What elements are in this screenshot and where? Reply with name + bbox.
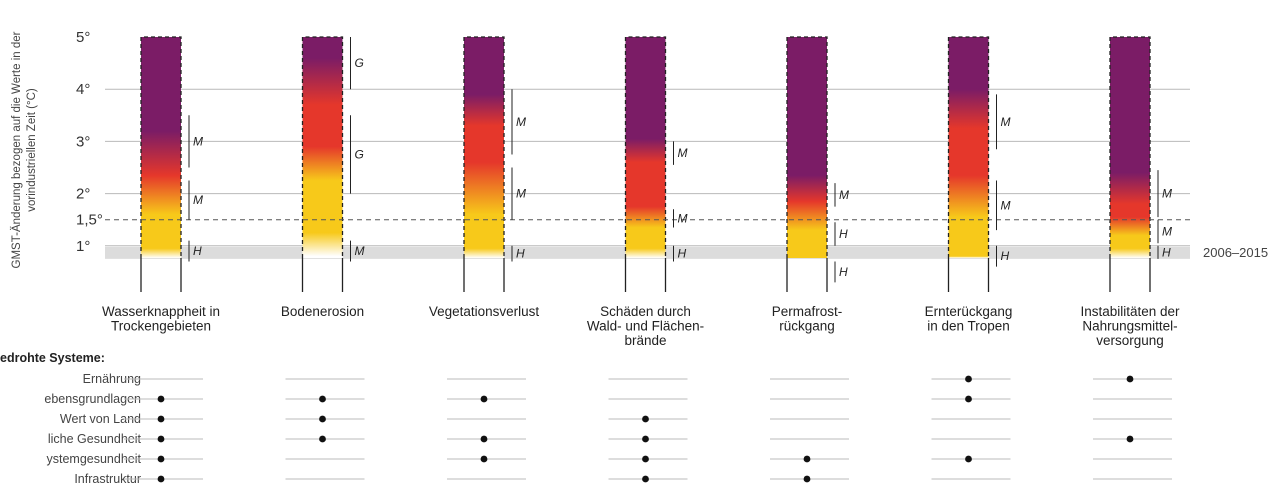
category-label: Permafrost- — [772, 304, 843, 319]
risk-bar-outline — [1109, 36, 1151, 258]
category-label: rückgang — [779, 319, 835, 334]
system-row-label: Infrastruktur — [74, 472, 141, 486]
risk-bar — [625, 37, 666, 258]
risk-bars — [140, 36, 1151, 292]
confidence-label: H — [516, 247, 525, 261]
risk-bar — [302, 37, 343, 258]
risk-bar-outline — [947, 36, 990, 258]
system-dot — [965, 455, 972, 463]
system-dot — [642, 455, 649, 463]
system-dot — [480, 395, 488, 403]
confidence-label: M — [1001, 198, 1011, 212]
category-label: Trockengebieten — [111, 319, 211, 334]
system-dot — [642, 415, 649, 423]
system-row-label: ystemgesundheit — [46, 452, 141, 466]
system-dot — [319, 415, 326, 423]
system-row-label: liche Gesundheit — [48, 432, 142, 446]
y-axis: 1° 1,5° 2° 3° 4° 5° — [76, 29, 103, 255]
system-dot — [965, 395, 972, 403]
confidence-label: M — [1162, 224, 1172, 238]
y-tick-label: 4° — [76, 81, 90, 98]
category-label: Nahrungsmittel- — [1082, 319, 1177, 334]
system-dot — [965, 375, 972, 383]
y-axis-label: GMST-Änderung bezogen auf die Werte in d… — [11, 31, 38, 268]
reference-band-label: 2006–2015 — [1203, 245, 1268, 260]
category-label: Wald- und Flächen- — [587, 319, 704, 334]
risk-bar — [1110, 37, 1150, 258]
confidence-label: M — [516, 187, 526, 201]
system-row-label: Ernährung — [83, 372, 141, 386]
category-label: Bodenerosion — [281, 304, 364, 319]
category-label: Wasserknappheit in — [102, 304, 220, 319]
risk-bar — [464, 37, 504, 258]
y-axis-label-line: GMST-Änderung bezogen auf die Werte in d… — [11, 31, 23, 268]
risk-bar — [948, 37, 989, 258]
y-tick-label: 2° — [76, 186, 90, 203]
category-label: versorgung — [1096, 333, 1164, 348]
y-tick-label: 5° — [76, 29, 90, 46]
system-dot — [1126, 375, 1134, 383]
risk-bar-outline — [301, 36, 344, 258]
systems-matrix: edrohte Systeme: Ernährung ebensgrundlagen… — [0, 351, 1172, 486]
category-label: Instabilitäten der — [1080, 304, 1180, 319]
system-dot — [642, 435, 649, 443]
system-dot — [157, 415, 165, 423]
y-tick-label: 1° — [76, 238, 90, 255]
risk-bar — [141, 37, 181, 258]
confidence-label: H — [1001, 249, 1010, 263]
confidence-label: G — [355, 147, 364, 161]
confidence-label: H — [678, 247, 687, 261]
system-dot — [480, 435, 488, 443]
system-dot — [803, 475, 811, 483]
system-dot — [157, 435, 165, 443]
risk-bar — [787, 37, 827, 258]
confidence-label: M — [678, 146, 688, 160]
y-tick-label: 1,5° — [76, 212, 103, 229]
confidence-label: H — [1162, 245, 1171, 259]
system-row-label: ebensgrundlagen — [44, 392, 141, 406]
system-dot — [157, 455, 165, 463]
confidence-label: M — [516, 115, 526, 129]
confidence-label: M — [355, 244, 365, 258]
category-label: Ernterückgang — [925, 304, 1013, 319]
category-label: Vegetationsverlust — [429, 304, 540, 319]
confidence-label: H — [839, 227, 848, 241]
confidence-label: H — [839, 265, 848, 279]
systems-title: edrohte Systeme: — [0, 351, 105, 365]
system-dot — [480, 455, 488, 463]
confidence-label: M — [839, 188, 849, 202]
risk-bar-outline — [624, 36, 667, 258]
system-dot — [642, 475, 649, 483]
system-dot — [157, 475, 165, 483]
system-dot — [1126, 435, 1134, 443]
system-dot — [157, 395, 165, 403]
y-axis-label-group: GMST-Änderung bezogen auf die Werte in d… — [11, 31, 38, 268]
confidence-label: M — [193, 193, 203, 207]
confidence-label: M — [1001, 115, 1011, 129]
risk-bar-outline — [140, 36, 182, 258]
confidence-label: H — [193, 244, 202, 258]
system-dot — [319, 435, 326, 443]
y-tick-label: 3° — [76, 133, 90, 150]
risk-bar-outline — [463, 36, 505, 258]
y-axis-label-line: vorindustriellen Zeit (°C) — [26, 88, 38, 212]
category-label: Schäden durch — [600, 304, 691, 319]
risk-bar-outline — [786, 36, 828, 258]
category-label: brände — [624, 333, 666, 348]
system-row-label: Wert von Land — [60, 412, 141, 426]
reference-band-layer: 2006–2015 — [105, 245, 1268, 260]
system-dot — [319, 395, 326, 403]
confidence-label: G — [355, 56, 364, 70]
confidence-label: M — [193, 134, 203, 148]
category-label: in den Tropen — [927, 319, 1010, 334]
system-dot — [803, 455, 811, 463]
confidence-label: M — [1162, 187, 1172, 201]
confidence-label: M — [678, 211, 688, 225]
